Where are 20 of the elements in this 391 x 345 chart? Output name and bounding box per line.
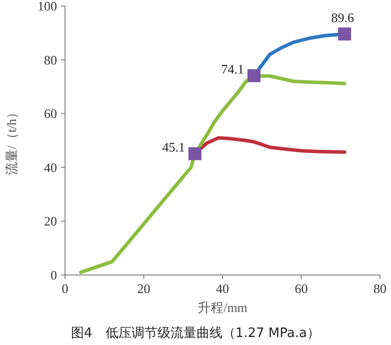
data-label: 89.6 — [331, 10, 354, 25]
caption: 图4 低压调节级流量曲线（1.27 MPa.a） — [71, 325, 320, 341]
point — [248, 69, 260, 82]
x-tick-label: 20 — [137, 281, 150, 296]
y-tick-label: 0 — [50, 268, 57, 282]
y-axis-title: 流量/（t/h） — [4, 106, 19, 176]
point — [188, 147, 202, 160]
data-label: 45.1 — [162, 140, 185, 155]
y-tick-label: 40 — [44, 160, 57, 175]
x-tick-label: 40 — [216, 281, 229, 296]
x-tick-label: 60 — [294, 281, 308, 296]
y-tick-label: 20 — [44, 214, 57, 229]
x-tick-label: 0 — [62, 281, 68, 296]
x-tick-label: 80 — [374, 281, 386, 296]
y-tick-label: 80 — [44, 52, 57, 68]
x-axis-title: 升程/mm — [198, 300, 248, 315]
y-tick-label: 100 — [38, 0, 57, 14]
data-label: 74.1 — [221, 62, 244, 77]
point — [338, 27, 352, 40]
y-tick-label: 60 — [44, 106, 57, 122]
